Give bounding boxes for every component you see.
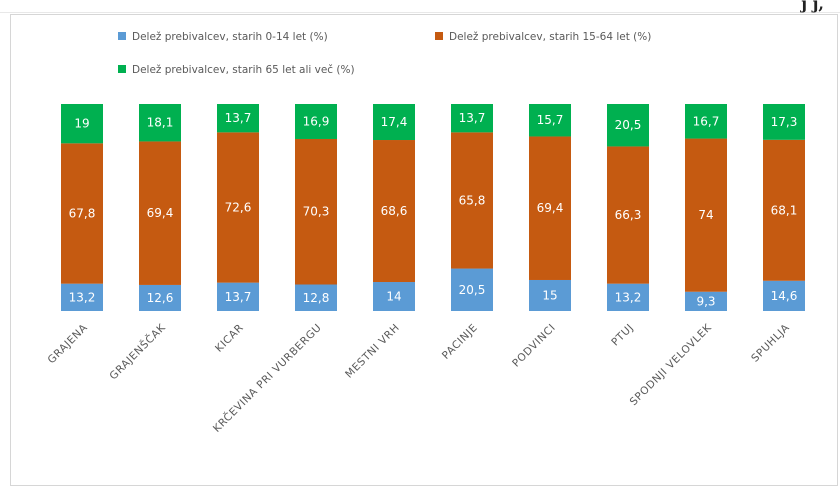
data-label-s65: 20,5 xyxy=(615,118,642,132)
legend-swatch-s65 xyxy=(118,65,126,73)
data-label-s014: 14 xyxy=(386,290,401,304)
bar-segment-s1564 xyxy=(607,146,649,284)
data-label-s1564: 67,8 xyxy=(69,207,96,221)
bar-segment-s65 xyxy=(451,104,493,133)
bar-segment-s65 xyxy=(607,104,649,147)
legend-label-s014: Delež prebivalcev, starih 0-14 let (%) xyxy=(132,31,328,43)
x-tick-label: KICAR xyxy=(213,322,246,355)
data-label-s65: 19 xyxy=(74,117,89,131)
data-label-s014: 9,3 xyxy=(696,294,715,308)
bar-segment-s014 xyxy=(139,284,181,311)
data-label-s1564: 68,6 xyxy=(381,204,408,218)
data-label-s1564: 69,4 xyxy=(147,206,174,220)
bar-segment-s65 xyxy=(685,104,727,139)
data-label-s65: 15,7 xyxy=(537,113,564,127)
x-tick-label: GRAJENA xyxy=(45,321,90,366)
x-tick-label: PODVINCI xyxy=(510,322,558,370)
data-label-s014: 20,5 xyxy=(459,283,486,297)
bar-segment-s65 xyxy=(529,104,571,137)
data-label-s65: 16,9 xyxy=(303,114,330,128)
data-label-s1564: 74 xyxy=(698,208,713,222)
bar-segment-s014 xyxy=(217,282,259,311)
header-fragment: j j, xyxy=(801,0,824,13)
data-label-s014: 13,2 xyxy=(615,290,642,304)
legend-swatch-s1564 xyxy=(435,32,443,40)
bar-segment-s014 xyxy=(61,283,103,311)
data-label-s014: 13,7 xyxy=(225,290,252,304)
data-label-s014: 15 xyxy=(542,288,557,302)
top-strip: j j, xyxy=(0,0,840,13)
bar-segment-s014 xyxy=(373,282,415,311)
data-label-s65: 16,7 xyxy=(693,114,720,128)
bar-segment-s1564 xyxy=(529,136,571,280)
bar-segment-s65 xyxy=(763,104,805,140)
bar-segment-s65 xyxy=(61,104,103,144)
data-label-s1564: 69,4 xyxy=(537,201,564,215)
x-tick-label: MESTNI VRH xyxy=(343,322,402,381)
data-label-s1564: 65,8 xyxy=(459,193,486,207)
bar-segment-s1564 xyxy=(217,132,259,283)
bar-segment-s65 xyxy=(217,104,259,133)
data-label-s014: 12,6 xyxy=(147,291,174,305)
bar-segment-s014 xyxy=(685,291,727,311)
bar-segment-s014 xyxy=(295,284,337,311)
bar-segment-s1564 xyxy=(451,132,493,269)
bar-segment-s65 xyxy=(139,104,181,142)
legend-label-s1564: Delež prebivalcev, starih 15-64 let (%) xyxy=(449,31,651,43)
bar-segment-s1564 xyxy=(295,138,337,285)
bar-segment-s1564 xyxy=(763,139,805,281)
data-label-s1564: 68,1 xyxy=(771,203,798,217)
bar-segment-s1564 xyxy=(373,140,415,283)
data-label-s014: 13,2 xyxy=(69,290,96,304)
bar-segment-s65 xyxy=(373,104,415,141)
bar-segment-s014 xyxy=(451,268,493,311)
bar-segment-s1564 xyxy=(139,141,181,285)
bars-layer: 13,2 67,8 19 12,6 69,4 18,1 13,7 72,6 13,7 12,8 70… xyxy=(61,104,805,311)
x-tick-label: SPUHLJA xyxy=(749,321,792,364)
data-label-s65: 13,7 xyxy=(459,111,486,125)
bar-segment-s65 xyxy=(295,104,337,139)
bar-segment-s014 xyxy=(763,280,805,311)
bar-segment-s014 xyxy=(529,279,571,311)
data-label-s1564: 70,3 xyxy=(303,205,330,219)
legend-label-s65: Delež prebivalcev, starih 65 let ali več… xyxy=(132,64,355,76)
legend: Delež prebivalcev, starih 0-14 let (%) De… xyxy=(118,31,651,76)
bar-segment-s1564 xyxy=(685,138,727,292)
x-tick-label: SPODNJI VELOVLEK xyxy=(628,321,715,408)
data-label-s65: 17,4 xyxy=(381,115,408,129)
bar-segment-s1564 xyxy=(61,143,103,284)
data-label-s1564: 72,6 xyxy=(225,201,252,215)
bar-segment-s014 xyxy=(607,283,649,311)
data-label-s1564: 66,3 xyxy=(615,208,642,222)
data-label-s65: 18,1 xyxy=(147,116,174,130)
x-tick-label: PTUJ xyxy=(609,322,636,349)
x-tick-label: GRAJENŠČAK xyxy=(107,321,169,383)
data-label-s65: 17,3 xyxy=(771,115,798,129)
data-label-s014: 12,8 xyxy=(303,291,330,305)
x-tick-label: PACINJE xyxy=(440,322,480,362)
legend-swatch-s014 xyxy=(118,32,126,40)
data-label-s014: 14,6 xyxy=(771,289,798,303)
data-label-s65: 13,7 xyxy=(225,111,252,125)
